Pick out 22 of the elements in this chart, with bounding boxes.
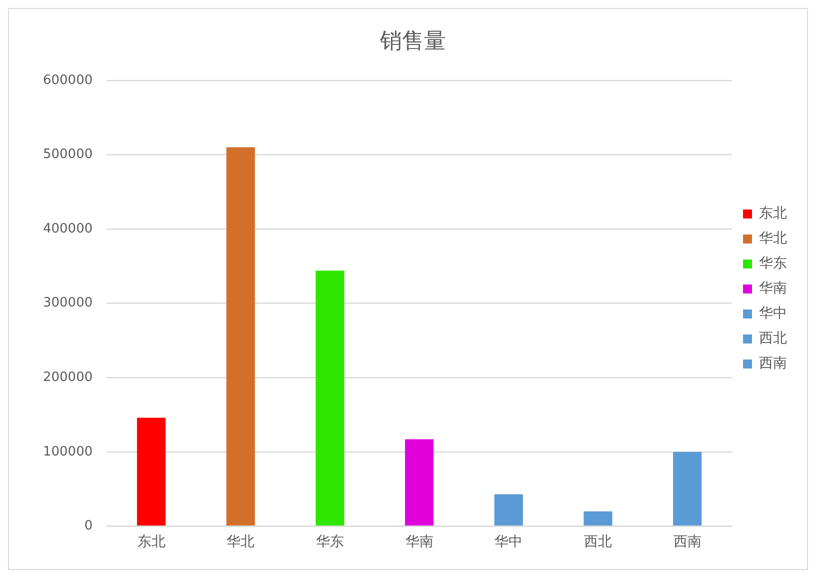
x-tick-label: 华北 (226, 534, 255, 550)
x-tick-label: 华东 (316, 534, 344, 550)
legend-label: 华东 (759, 256, 787, 272)
y-tick-label: 300000 (42, 296, 93, 311)
y-tick-label: 100000 (42, 444, 93, 460)
x-tick-label: 东北 (137, 534, 166, 550)
legend-label: 华南 (759, 280, 787, 297)
x-tick-label: 西南 (673, 534, 702, 550)
y-tick-label: 400000 (42, 221, 93, 236)
y-tick-label: 500000 (42, 147, 93, 162)
y-tick-label: 600000 (42, 72, 93, 88)
x-tick-label: 西北 (584, 534, 612, 550)
legend-label: 华中 (759, 306, 787, 322)
x-tick-label: 华南 (405, 534, 434, 550)
legend-label: 西北 (759, 330, 787, 347)
y-tick-label: 0 (84, 518, 93, 534)
chart-title: 销售量 (379, 28, 446, 54)
legend-label: 西南 (759, 356, 787, 372)
legend-label: 东北 (759, 206, 787, 222)
legend-label: 华北 (759, 230, 787, 247)
x-tick-label: 华中 (494, 534, 523, 550)
y-tick-label: 200000 (42, 370, 93, 385)
